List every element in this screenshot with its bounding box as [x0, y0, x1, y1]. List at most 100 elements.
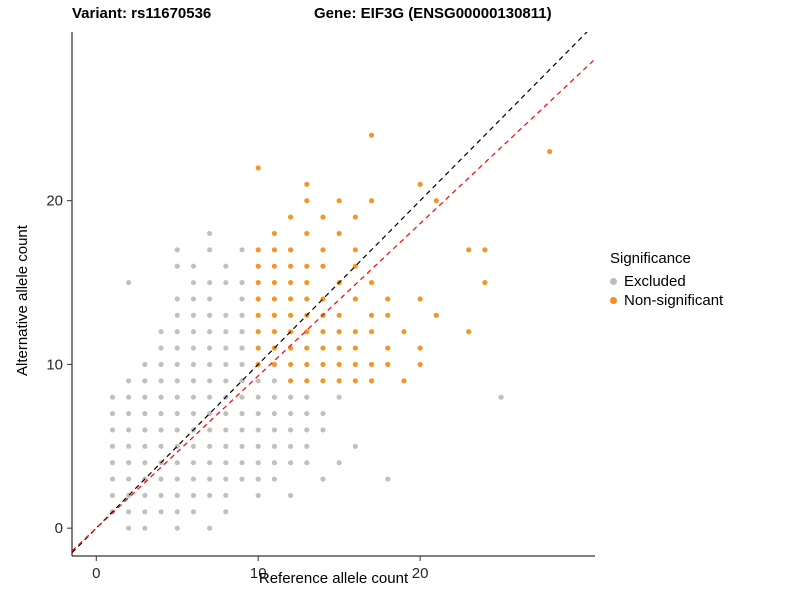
identity-line — [72, 32, 588, 554]
data-point — [207, 296, 213, 302]
data-point — [255, 410, 261, 417]
data-point — [385, 361, 391, 368]
data-point — [287, 361, 294, 368]
data-point — [320, 247, 326, 253]
data-point — [158, 443, 164, 449]
data-point — [174, 509, 180, 515]
data-point — [207, 345, 213, 351]
data-point — [352, 247, 358, 253]
data-point — [352, 361, 358, 368]
data-point — [287, 247, 294, 253]
data-point — [287, 263, 294, 269]
data-point — [223, 410, 229, 417]
data-point — [255, 476, 261, 482]
data-point — [109, 492, 116, 499]
data-point — [320, 476, 326, 482]
data-point — [287, 312, 294, 318]
data-point — [109, 410, 116, 417]
data-point — [271, 410, 277, 417]
data-point — [174, 427, 180, 433]
data-point — [223, 460, 229, 466]
data-point — [255, 279, 261, 286]
data-point — [255, 394, 261, 400]
data-point — [385, 296, 391, 302]
data-point — [271, 312, 277, 318]
data-point — [271, 247, 277, 253]
data-point — [207, 460, 213, 466]
series-non-significant — [255, 132, 553, 384]
data-point — [255, 312, 261, 318]
data-point — [271, 476, 277, 482]
legend: Significance Excluded Non-significant — [610, 250, 723, 310]
data-point — [304, 345, 310, 351]
data-point — [109, 476, 116, 482]
data-point — [255, 263, 261, 269]
data-point — [352, 214, 358, 220]
data-point — [126, 443, 132, 449]
data-point — [126, 476, 132, 482]
data-point — [304, 279, 310, 286]
data-point — [466, 247, 472, 253]
data-point — [126, 427, 132, 433]
data-point — [207, 378, 213, 384]
data-point — [287, 427, 294, 433]
x-axis-label: Reference allele count — [258, 570, 409, 587]
data-point — [158, 329, 164, 335]
data-point — [223, 378, 229, 384]
data-point — [174, 345, 180, 351]
data-point — [190, 410, 197, 417]
data-point — [190, 279, 197, 286]
data-point — [207, 361, 213, 368]
data-point — [190, 460, 197, 466]
data-point — [207, 443, 213, 449]
data-point — [174, 492, 180, 499]
data-point — [239, 410, 245, 417]
data-point — [174, 263, 180, 269]
data-point — [287, 378, 294, 384]
data-point — [174, 247, 180, 253]
data-point — [255, 492, 261, 499]
data-point — [336, 230, 342, 237]
data-point — [190, 394, 197, 400]
data-point — [271, 361, 277, 368]
data-point — [207, 329, 213, 335]
data-point — [498, 394, 504, 400]
data-point — [190, 296, 197, 302]
data-point — [482, 279, 488, 286]
y-tick-label: 0 — [55, 520, 63, 537]
data-point — [126, 509, 132, 515]
data-point — [385, 476, 391, 482]
x-tick-label: 20 — [412, 565, 429, 582]
data-point — [158, 492, 164, 499]
data-point — [336, 361, 342, 368]
data-point — [255, 427, 261, 433]
data-point — [142, 525, 148, 531]
data-point — [239, 296, 245, 302]
data-point — [190, 378, 197, 384]
data-point — [239, 329, 245, 335]
data-point — [239, 427, 245, 433]
data-point — [207, 492, 213, 499]
non-significant-dot-icon — [610, 297, 617, 304]
data-point — [207, 247, 213, 253]
data-point — [190, 476, 197, 482]
data-point — [352, 296, 358, 302]
data-point — [336, 198, 342, 204]
data-point — [320, 345, 326, 351]
data-point — [223, 312, 229, 318]
data-point — [287, 460, 294, 466]
data-point — [158, 509, 164, 515]
data-point — [109, 427, 116, 433]
data-point — [174, 460, 180, 466]
data-point — [207, 279, 213, 286]
data-point — [417, 361, 423, 368]
data-point — [223, 492, 229, 499]
data-point — [109, 394, 116, 400]
data-point — [190, 329, 197, 335]
data-point — [207, 230, 213, 237]
data-point — [368, 378, 375, 384]
data-point — [158, 361, 164, 368]
data-point — [271, 427, 277, 433]
data-point — [223, 443, 229, 449]
